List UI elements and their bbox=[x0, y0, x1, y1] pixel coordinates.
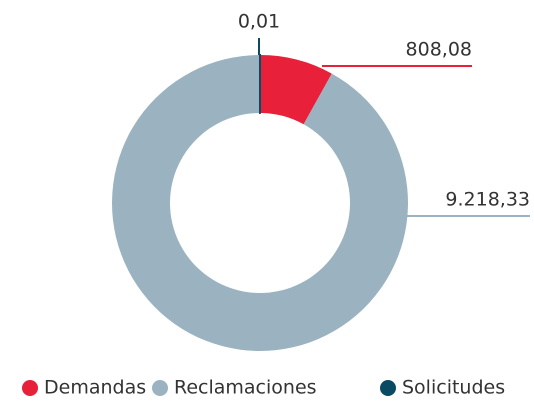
legend-marker bbox=[380, 380, 396, 396]
legend-marker bbox=[22, 380, 38, 396]
legend-label: Solicitudes bbox=[402, 377, 505, 399]
data-label: 0,01 bbox=[238, 11, 280, 33]
data-label: 9.218,33 bbox=[445, 189, 530, 211]
legend-marker bbox=[152, 380, 168, 396]
legend-label: Demandas bbox=[44, 377, 146, 399]
donut-slice bbox=[112, 55, 408, 351]
data-label: 808,08 bbox=[406, 39, 472, 61]
legend-label: Reclamaciones bbox=[174, 377, 317, 399]
donut-slice bbox=[260, 55, 332, 125]
